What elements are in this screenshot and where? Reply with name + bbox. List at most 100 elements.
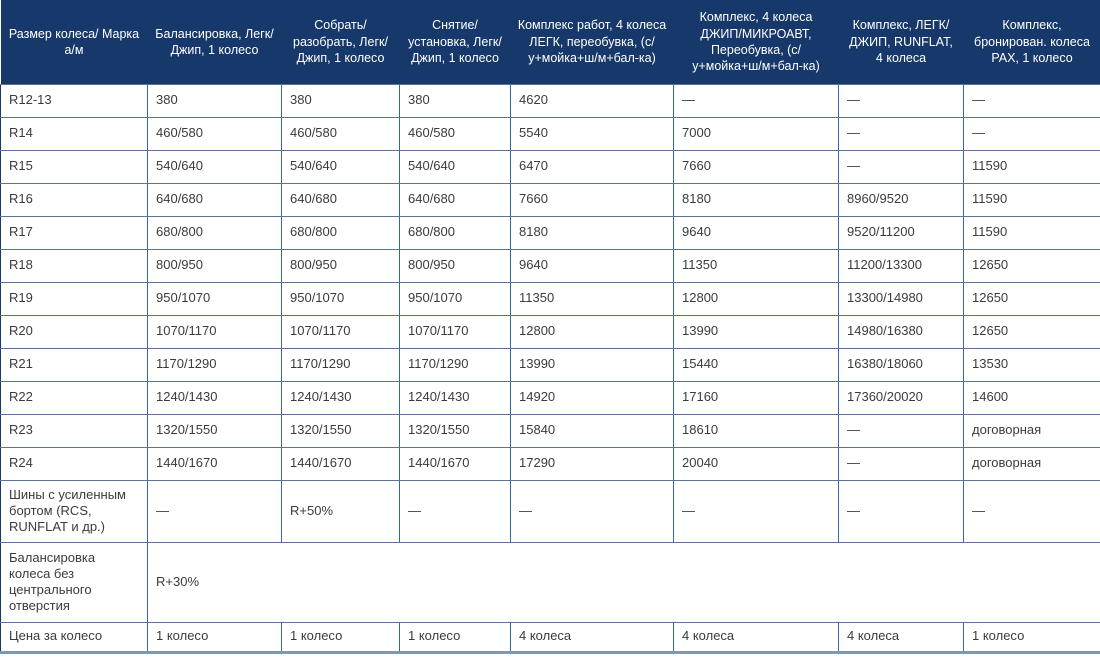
- table-row: Цена за колесо 1 колесо 1 колесо 1 колесо 4 …: [0, 621, 1100, 653]
- table-cell: 4620: [510, 83, 674, 118]
- table-cell: 11590: [963, 182, 1100, 217]
- table-cell: —: [510, 479, 674, 543]
- table-cell: —: [963, 116, 1100, 151]
- table-cell: 800/950: [147, 248, 282, 283]
- row-label: Балансировка колеса без центрального отв…: [0, 541, 148, 623]
- table-cell: 17160: [673, 380, 839, 415]
- row-label: R23: [0, 413, 148, 448]
- table-cell: 1070/1170: [399, 314, 511, 349]
- table-row: R22 1240/1430 1240/1430 1240/1430 14920 17160…: [0, 380, 1100, 415]
- table-cell: 1440/1670: [147, 446, 282, 481]
- row-label: Цена за колесо: [0, 621, 148, 653]
- row-label: R22: [0, 380, 148, 415]
- table-cell: —: [399, 479, 511, 543]
- table-cell: 4 колеса: [838, 621, 964, 653]
- table-cell: 14920: [510, 380, 674, 415]
- table-cell: 1170/1290: [281, 347, 400, 382]
- table-cell: 950/1070: [399, 281, 511, 316]
- table-cell: —: [838, 446, 964, 481]
- table-cell: 1440/1670: [399, 446, 511, 481]
- header-row: Размер колеса/ Марка а/м Балансировка, Ле…: [0, 0, 1100, 85]
- table-cell: 540/640: [281, 149, 400, 184]
- table-cell: 460/580: [147, 116, 282, 151]
- table-cell: 1320/1550: [399, 413, 511, 448]
- table-cell: 13990: [673, 314, 839, 349]
- table-body: R12-13 380 380 380 4620— — — R14 460/580 460/580 4…: [0, 83, 1100, 653]
- table-cell: 1170/1290: [147, 347, 282, 382]
- table-cell: 1 колесо: [147, 621, 282, 653]
- table-cell: —: [838, 116, 964, 151]
- table-cell: 20040: [673, 446, 839, 481]
- table-row: R21 1170/1290 1170/1290 1170/1290 13990 15440…: [0, 347, 1100, 382]
- table-header: Размер колеса/ Марка а/м Балансировка, Ле…: [0, 0, 1100, 85]
- table-cell: 5540: [510, 116, 674, 151]
- table-cell: 11590: [963, 215, 1100, 250]
- merged-value-cell: R+30%: [147, 541, 1100, 623]
- table-cell: 8960/9520: [838, 182, 964, 217]
- table-cell: 1 колесо: [399, 621, 511, 653]
- table-cell: 540/640: [147, 149, 282, 184]
- table-cell: 6470: [510, 149, 674, 184]
- column-header: Размер колеса/ Марка а/м: [0, 0, 148, 85]
- table-row: R12-13 380 380 380 4620— — —: [0, 83, 1100, 118]
- column-header: Собрать/ разобрать, Легк/Джип, 1 колесо: [281, 0, 400, 85]
- table-cell: 640/680: [147, 182, 282, 217]
- table-cell: 9520/11200: [838, 215, 964, 250]
- table-cell: 1 колесо: [281, 621, 400, 653]
- table-row: R20 1070/1170 1070/1170 1070/1170 12800 13990…: [0, 314, 1100, 349]
- table-cell: 460/580: [281, 116, 400, 151]
- column-header: Комплекс, 4 колеса ДЖИП/МИКРОАВТ, Переоб…: [673, 0, 839, 85]
- table-row: R23 1320/1550 1320/1550 1320/1550 15840 18610…: [0, 413, 1100, 448]
- table-cell: 640/680: [399, 182, 511, 217]
- table-cell: 950/1070: [147, 281, 282, 316]
- table-cell: R+50%: [281, 479, 400, 543]
- table-cell: 380: [399, 83, 511, 118]
- table-cell: 380: [147, 83, 282, 118]
- table-cell: 4 колеса: [510, 621, 674, 653]
- table-cell: 12800: [673, 281, 839, 316]
- table-cell: 680/800: [147, 215, 282, 250]
- row-label: Шины с усиленным бортом (RCS, RUNFLAT и …: [0, 479, 148, 543]
- table-cell: 7000: [673, 116, 839, 151]
- table-row: R24 1440/1670 1440/1670 1440/1670 17290 20040…: [0, 446, 1100, 481]
- table-cell: 12650: [963, 314, 1100, 349]
- table-cell: 16380/18060: [838, 347, 964, 382]
- table-cell: 1440/1670: [281, 446, 400, 481]
- row-label: R15: [0, 149, 148, 184]
- table-cell: 950/1070: [281, 281, 400, 316]
- table-cell: 14980/16380: [838, 314, 964, 349]
- column-header: Снятие/ установка, Легк/Джип, 1 колесо: [399, 0, 511, 85]
- table-cell: 18610: [673, 413, 839, 448]
- table-cell: —: [838, 413, 964, 448]
- table-cell: 15440: [673, 347, 839, 382]
- table-cell: 11590: [963, 149, 1100, 184]
- row-label: R12-13: [0, 83, 148, 118]
- table-cell: 17290: [510, 446, 674, 481]
- table-row: R18 800/950 800/950 800/950 9640 11350 11200/1…: [0, 248, 1100, 283]
- row-label: R14: [0, 116, 148, 151]
- column-header: Комплекс работ, 4 колеса ЛЕГК, переобувк…: [510, 0, 674, 85]
- table-cell: 9640: [510, 248, 674, 283]
- row-label: R16: [0, 182, 148, 217]
- table-row: Балансировка колеса без центрального отв…: [0, 541, 1100, 623]
- table-row: R16 640/680 640/680 640/680 7660 8180 8960/952…: [0, 182, 1100, 217]
- row-label: R17: [0, 215, 148, 250]
- table-cell: 7660: [673, 149, 839, 184]
- row-label: R24: [0, 446, 148, 481]
- table-cell: 380: [281, 83, 400, 118]
- table-row: R19 950/1070 950/1070 950/1070 11350 12800 133…: [0, 281, 1100, 316]
- table-cell: —: [838, 479, 964, 543]
- table-cell: 680/800: [281, 215, 400, 250]
- table-cell: 1070/1170: [147, 314, 282, 349]
- table-cell: 640/680: [281, 182, 400, 217]
- row-label: R18: [0, 248, 148, 283]
- table-cell: —: [963, 83, 1100, 118]
- table-cell: 12650: [963, 281, 1100, 316]
- table-cell: —: [673, 83, 839, 118]
- table-cell: 12650: [963, 248, 1100, 283]
- table-cell: 11200/13300: [838, 248, 964, 283]
- table-cell: 13990: [510, 347, 674, 382]
- table-row: R14 460/580 460/580 460/580 5540 7000— —: [0, 116, 1100, 151]
- table-cell: 1320/1550: [281, 413, 400, 448]
